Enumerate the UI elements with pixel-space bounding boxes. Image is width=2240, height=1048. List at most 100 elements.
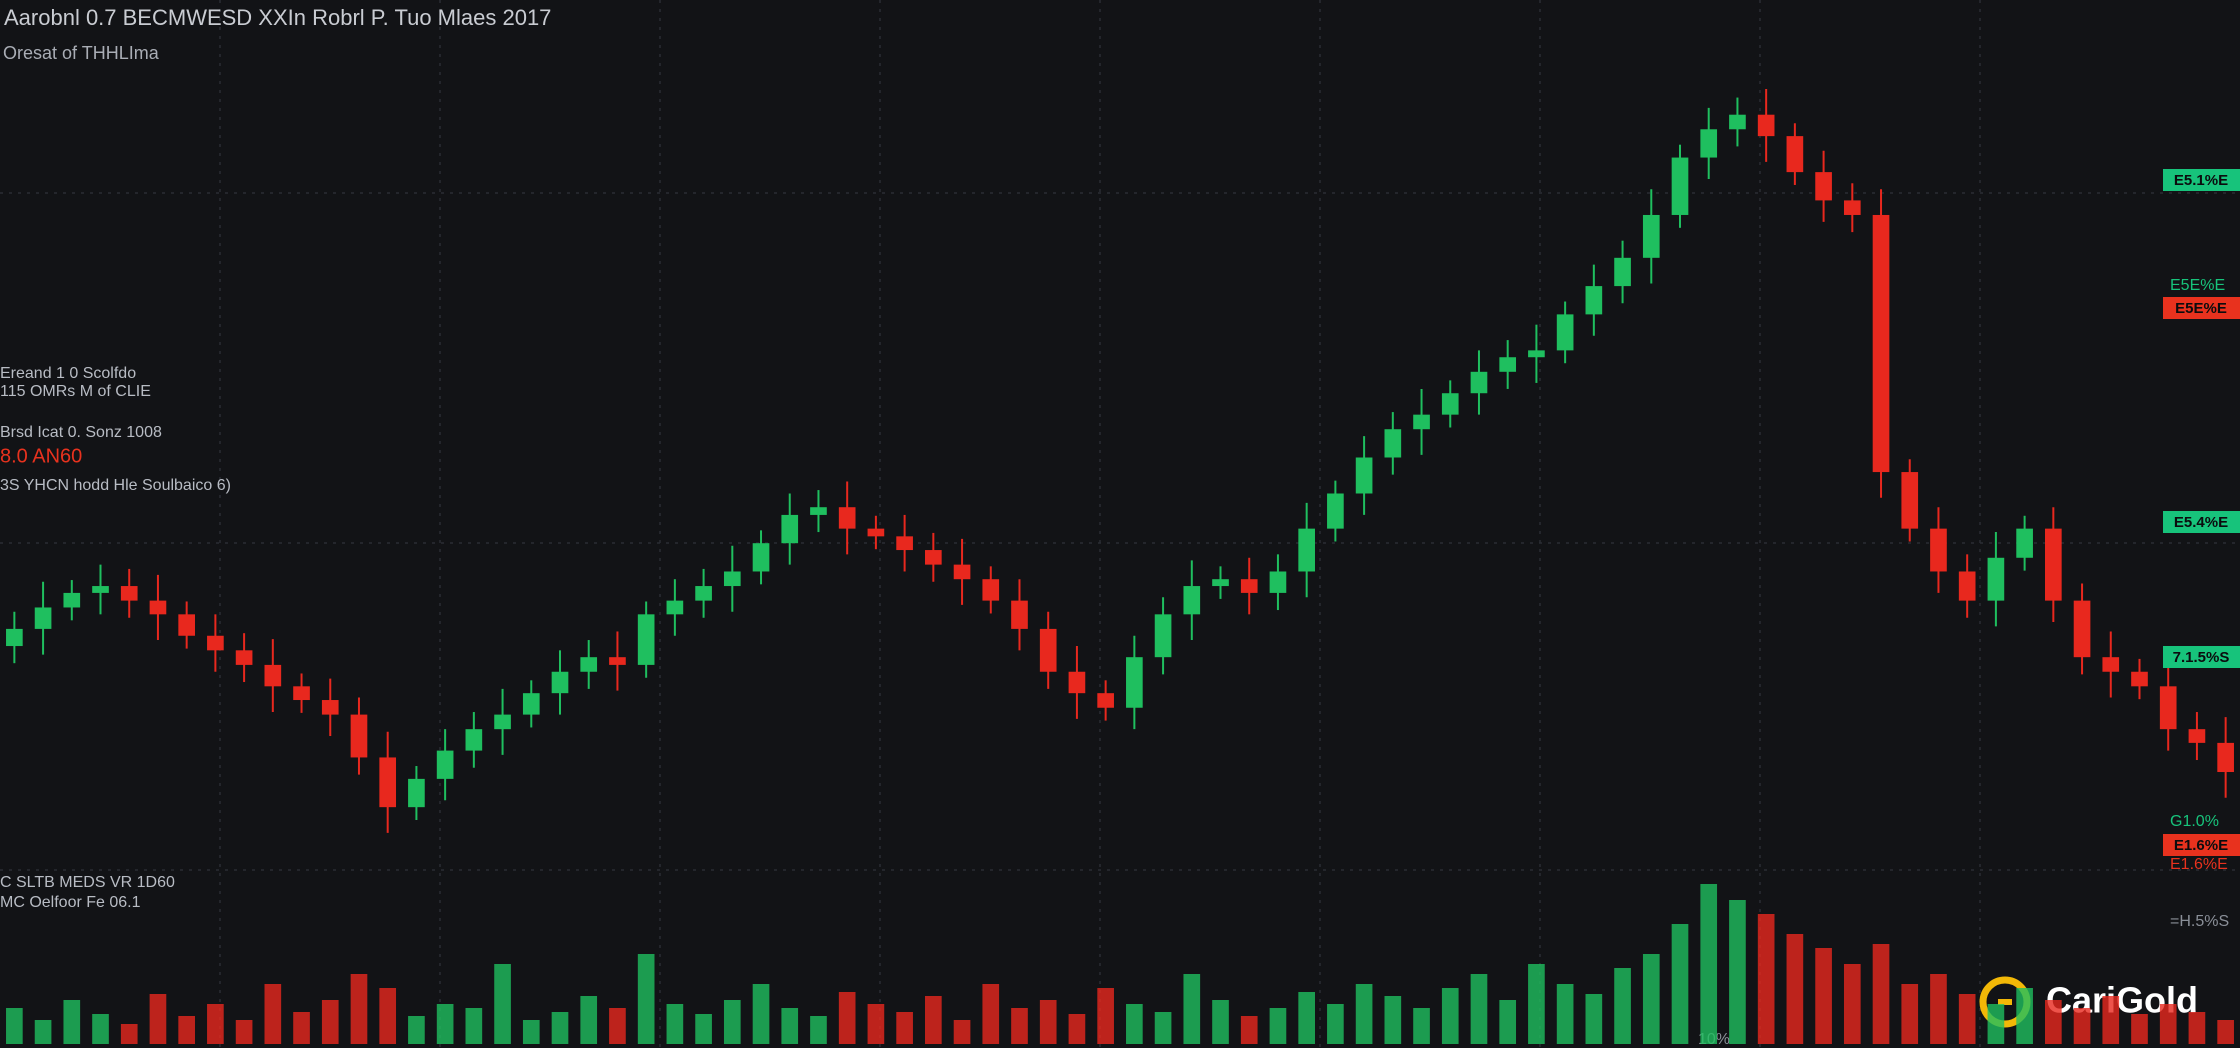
volume-bar [1786, 934, 1804, 1044]
volume-bar [350, 974, 368, 1044]
price-tag [2163, 297, 2240, 319]
candle-body [2159, 686, 2177, 730]
candle-body [781, 514, 799, 544]
volume-bar [1327, 1004, 1344, 1044]
candle-body [1642, 214, 1660, 258]
volume-bar [522, 1020, 540, 1044]
volume-bar [925, 996, 942, 1044]
candle-body [379, 757, 397, 808]
candle-body [1384, 429, 1402, 458]
volume-bar [1384, 996, 1402, 1044]
annotation: Brsd Icat 0. Sonz 1008 [0, 424, 162, 441]
candle-body [551, 671, 569, 694]
candle-body [1327, 493, 1344, 529]
candle-body [1671, 157, 1689, 215]
candle-body [2131, 671, 2148, 687]
plot [6, 88, 2234, 1044]
price-tag-label: =H.5%S [2170, 913, 2229, 930]
volume-bar [1097, 988, 1114, 1044]
candle-body [436, 750, 454, 779]
candle-body [695, 586, 712, 601]
annotation: Ereand 1 0 Scolfdo [0, 365, 136, 382]
candle-body [235, 650, 253, 665]
candle-body [2073, 600, 2091, 658]
candle-body [207, 635, 224, 651]
volume-bar [408, 1016, 425, 1044]
volume-bar [1930, 974, 1947, 1044]
candle-body [1872, 214, 1890, 473]
volume-bar [120, 1024, 138, 1044]
candle-body [1011, 600, 1028, 629]
candle-body [1183, 586, 1201, 615]
volume-bar [1068, 1014, 1086, 1044]
volume-bar [6, 1008, 23, 1044]
candle-body [723, 571, 741, 587]
volume-bar [1413, 1008, 1430, 1044]
candle-body [264, 664, 282, 687]
volume-bar [1614, 968, 1631, 1044]
candle-body [1441, 393, 1459, 415]
candle-body [1901, 472, 1919, 529]
candle-body [1786, 136, 1804, 173]
volume-bar [1843, 964, 1861, 1044]
volume-bar [982, 984, 1000, 1044]
candle-body [2045, 528, 2062, 601]
volume-bar [1212, 1000, 1229, 1044]
volume-bar [1011, 1008, 1028, 1044]
volume-bar [580, 996, 598, 1044]
volume-bar [436, 1004, 454, 1044]
volume-bar [2045, 1000, 2062, 1044]
candle-body [1470, 371, 1488, 394]
candle-body [2188, 729, 2206, 743]
volume-bar [178, 1016, 195, 1044]
price-tag-label: E1.6%E [2170, 856, 2228, 873]
price-tag-label: E5E%E [2175, 300, 2227, 317]
candle-body [1987, 557, 2005, 601]
price-tag-label: E5E%E [2170, 277, 2225, 294]
volume-bar [1183, 974, 1201, 1044]
volume-bar [609, 1008, 626, 1044]
volume-bar [1872, 944, 1890, 1044]
price-tag [2163, 834, 2240, 856]
candle-body [1097, 693, 1114, 708]
candle-body [1556, 314, 1574, 351]
price-tag-label: E5.4%E [2174, 514, 2228, 531]
volume-bar [896, 1012, 913, 1044]
volume-bar [1556, 984, 1574, 1044]
volume-bar [1585, 994, 1603, 1044]
price-tag-label: 7.1.5%S [2173, 649, 2230, 666]
candle-body [1528, 350, 1545, 358]
candle-body [1355, 457, 1373, 494]
candle-body [1757, 114, 1775, 137]
volume-bar [2159, 1004, 2177, 1044]
candle-body [609, 657, 626, 665]
candle-body [63, 592, 81, 608]
candle-body [178, 614, 195, 636]
price-tag [2163, 511, 2240, 533]
volume-bar [494, 964, 511, 1044]
volume-bar [1355, 984, 1373, 1044]
candle-body [2217, 742, 2234, 773]
volume-bar [149, 994, 167, 1044]
volume-bar [666, 1004, 684, 1044]
volume-bar [637, 954, 655, 1044]
price-tag-label: G1.0% [2170, 813, 2219, 830]
candle-body [580, 657, 598, 672]
volume-bar [293, 1012, 310, 1044]
candle-body [1499, 357, 1517, 372]
volume-bar [1039, 1000, 1057, 1044]
candle-body [1585, 286, 1603, 315]
annotation: 115 OMRs M of CLIE [0, 383, 151, 400]
candle-body [1039, 628, 1057, 672]
candle-body [92, 586, 109, 593]
candle-body [810, 507, 827, 515]
price-tag [2163, 169, 2240, 191]
candle-body [465, 729, 483, 751]
volume-bar [867, 1004, 885, 1044]
volume-bar [1671, 924, 1689, 1044]
candle-body [1930, 528, 1947, 572]
candle-body [34, 607, 52, 629]
candle-body [867, 528, 885, 537]
